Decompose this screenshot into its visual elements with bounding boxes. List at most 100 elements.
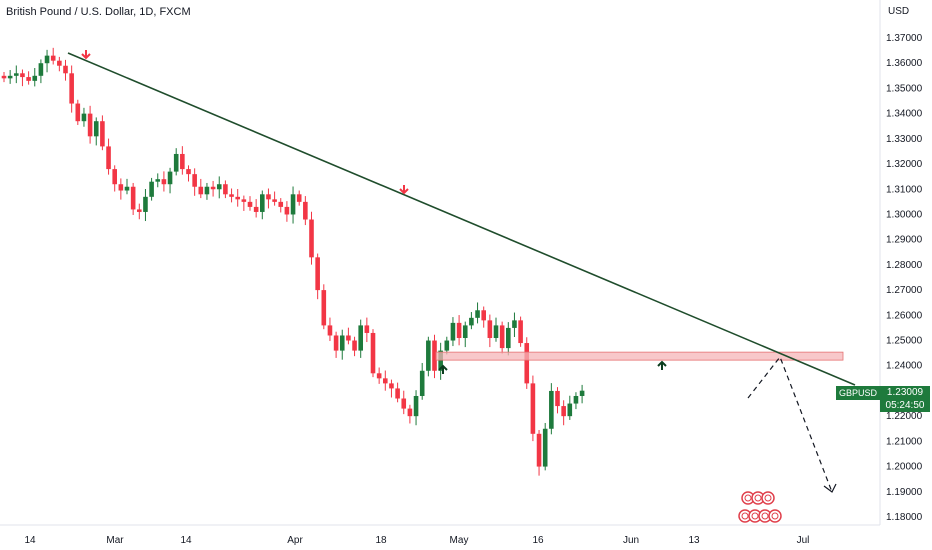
candle (549, 383, 554, 435)
candle (81, 107, 87, 127)
candle-body (130, 186, 136, 210)
candle (352, 336, 357, 357)
y-tick-label: 1.21000 (886, 436, 923, 447)
coin-icon (768, 509, 782, 523)
candle (204, 182, 210, 200)
candle-body (210, 186, 216, 190)
candle (167, 167, 173, 194)
candle-body (118, 184, 124, 191)
y-tick-label: 1.18000 (886, 512, 923, 523)
candle-body (487, 320, 493, 339)
candle-body (469, 317, 474, 326)
candle-body (296, 194, 302, 202)
candle (87, 105, 93, 144)
y-tick-label: 1.36000 (886, 58, 923, 69)
candle (180, 146, 185, 175)
candle-body (81, 113, 87, 122)
candle-body (198, 186, 204, 195)
candle (462, 321, 468, 348)
trendline (67, 52, 856, 386)
y-tick-label: 1.26000 (886, 310, 923, 321)
candle (75, 99, 81, 125)
candle (321, 284, 327, 330)
candle-body (407, 408, 413, 417)
candle-body (456, 322, 462, 339)
candle-body (376, 373, 382, 379)
candle-body (266, 194, 271, 200)
coin-icon (748, 509, 762, 523)
y-tick-label: 1.22000 (886, 411, 923, 422)
candle-body (247, 201, 253, 207)
candle-body (204, 186, 210, 195)
candle-body (352, 340, 357, 351)
x-tick-label: Jul (797, 535, 810, 546)
candle (327, 317, 333, 342)
y-tick-label: 1.35000 (886, 83, 923, 94)
candle-body (358, 325, 363, 351)
candle (309, 211, 314, 265)
x-tick-label: 14 (24, 535, 36, 546)
candle-body (75, 103, 81, 122)
candle (401, 390, 407, 415)
candle-body (395, 388, 400, 399)
candle (567, 395, 573, 420)
candle-body (542, 428, 548, 467)
candle-body (124, 186, 130, 191)
candle (173, 148, 179, 176)
candle-body (321, 290, 327, 326)
candle-body (192, 174, 197, 187)
candle-body (26, 77, 31, 81)
candle-body (512, 320, 517, 328)
candle (235, 189, 240, 207)
candle-body (481, 310, 486, 321)
candle (407, 404, 413, 424)
candle (469, 312, 474, 330)
candle (383, 370, 388, 391)
candle (419, 362, 425, 400)
candle (370, 329, 376, 378)
candle (481, 306, 486, 328)
candle (1, 72, 7, 83)
candle-body (499, 325, 505, 349)
candle-body (493, 325, 499, 339)
candle-body (506, 327, 511, 349)
bar-countdown: 05:24:50 (885, 400, 925, 411)
projection-arrowhead (823, 483, 837, 493)
candle-body (57, 60, 62, 66)
y-tick-label: 1.33000 (886, 134, 923, 145)
candle (364, 317, 370, 343)
candle (118, 178, 124, 200)
candle (155, 173, 161, 188)
candle (389, 379, 394, 398)
candle-body (549, 390, 554, 429)
candle-body (20, 73, 25, 78)
candle-body (38, 63, 44, 76)
candle (432, 334, 437, 379)
candle (444, 336, 450, 355)
last-price: 1.23009 (886, 387, 924, 398)
candle-body (253, 206, 259, 212)
candle (296, 190, 302, 206)
down-arrow-icon (81, 50, 91, 60)
candle-body (333, 335, 339, 351)
candle (346, 327, 351, 345)
candle-body (149, 181, 154, 197)
candle-body (7, 75, 13, 79)
candle-body (432, 340, 437, 371)
candle (475, 302, 480, 324)
candle (210, 180, 216, 197)
candle (358, 319, 363, 358)
x-tick-label: 16 (532, 535, 544, 546)
candle (106, 138, 111, 175)
candle-body (284, 206, 290, 215)
candle-body (290, 194, 296, 215)
candle-body (518, 320, 523, 344)
candle-body (167, 171, 173, 185)
candle (278, 198, 284, 213)
x-tick-label: May (450, 535, 469, 546)
y-tick-label: 1.28000 (886, 260, 923, 271)
candle-body (462, 325, 468, 339)
candle (450, 317, 456, 347)
resistance-zone (435, 351, 844, 361)
candle-body (260, 194, 265, 212)
